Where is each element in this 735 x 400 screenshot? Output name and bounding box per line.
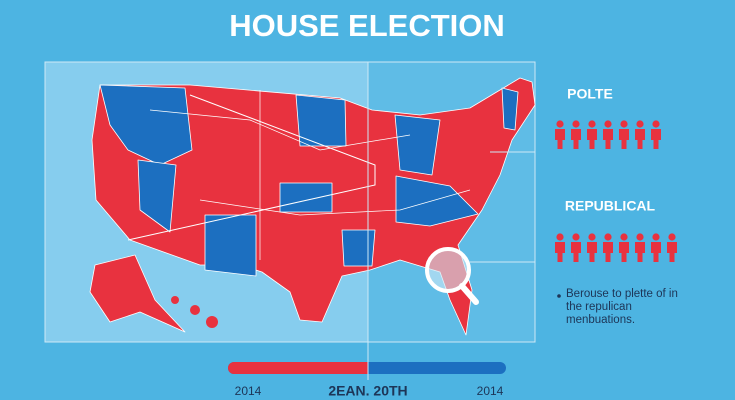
hawaii — [171, 296, 179, 304]
hawaii — [206, 316, 218, 328]
people-row — [555, 120, 661, 149]
timeline-end: 2014 — [477, 384, 504, 398]
group-label: REPUBLICAL — [565, 198, 656, 214]
region-blue — [395, 175, 479, 227]
timeline-center: 2EAN. 20TH — [328, 383, 407, 399]
us-map — [89, 77, 536, 336]
region-blue — [341, 229, 376, 267]
note: Berouse to plette of in the repulican me… — [566, 288, 678, 326]
group-label: POLTE — [567, 86, 613, 102]
people-row — [555, 233, 677, 262]
region-blue — [501, 87, 519, 131]
pointer-line — [127, 94, 376, 241]
alaska — [89, 254, 186, 333]
magnifier — [425, 247, 479, 305]
timeline-bar-red — [228, 362, 368, 374]
state-border — [199, 189, 471, 216]
region-blue — [137, 159, 177, 233]
region-blue — [394, 114, 441, 176]
timeline-start: 2014 — [235, 384, 262, 398]
bullet — [557, 294, 561, 298]
hawaii — [190, 305, 200, 315]
title: HOUSE ELECTION — [229, 8, 505, 43]
region-blue — [204, 214, 257, 277]
region-blue — [279, 182, 333, 213]
pointer-line — [470, 151, 536, 263]
state-border — [149, 109, 411, 151]
